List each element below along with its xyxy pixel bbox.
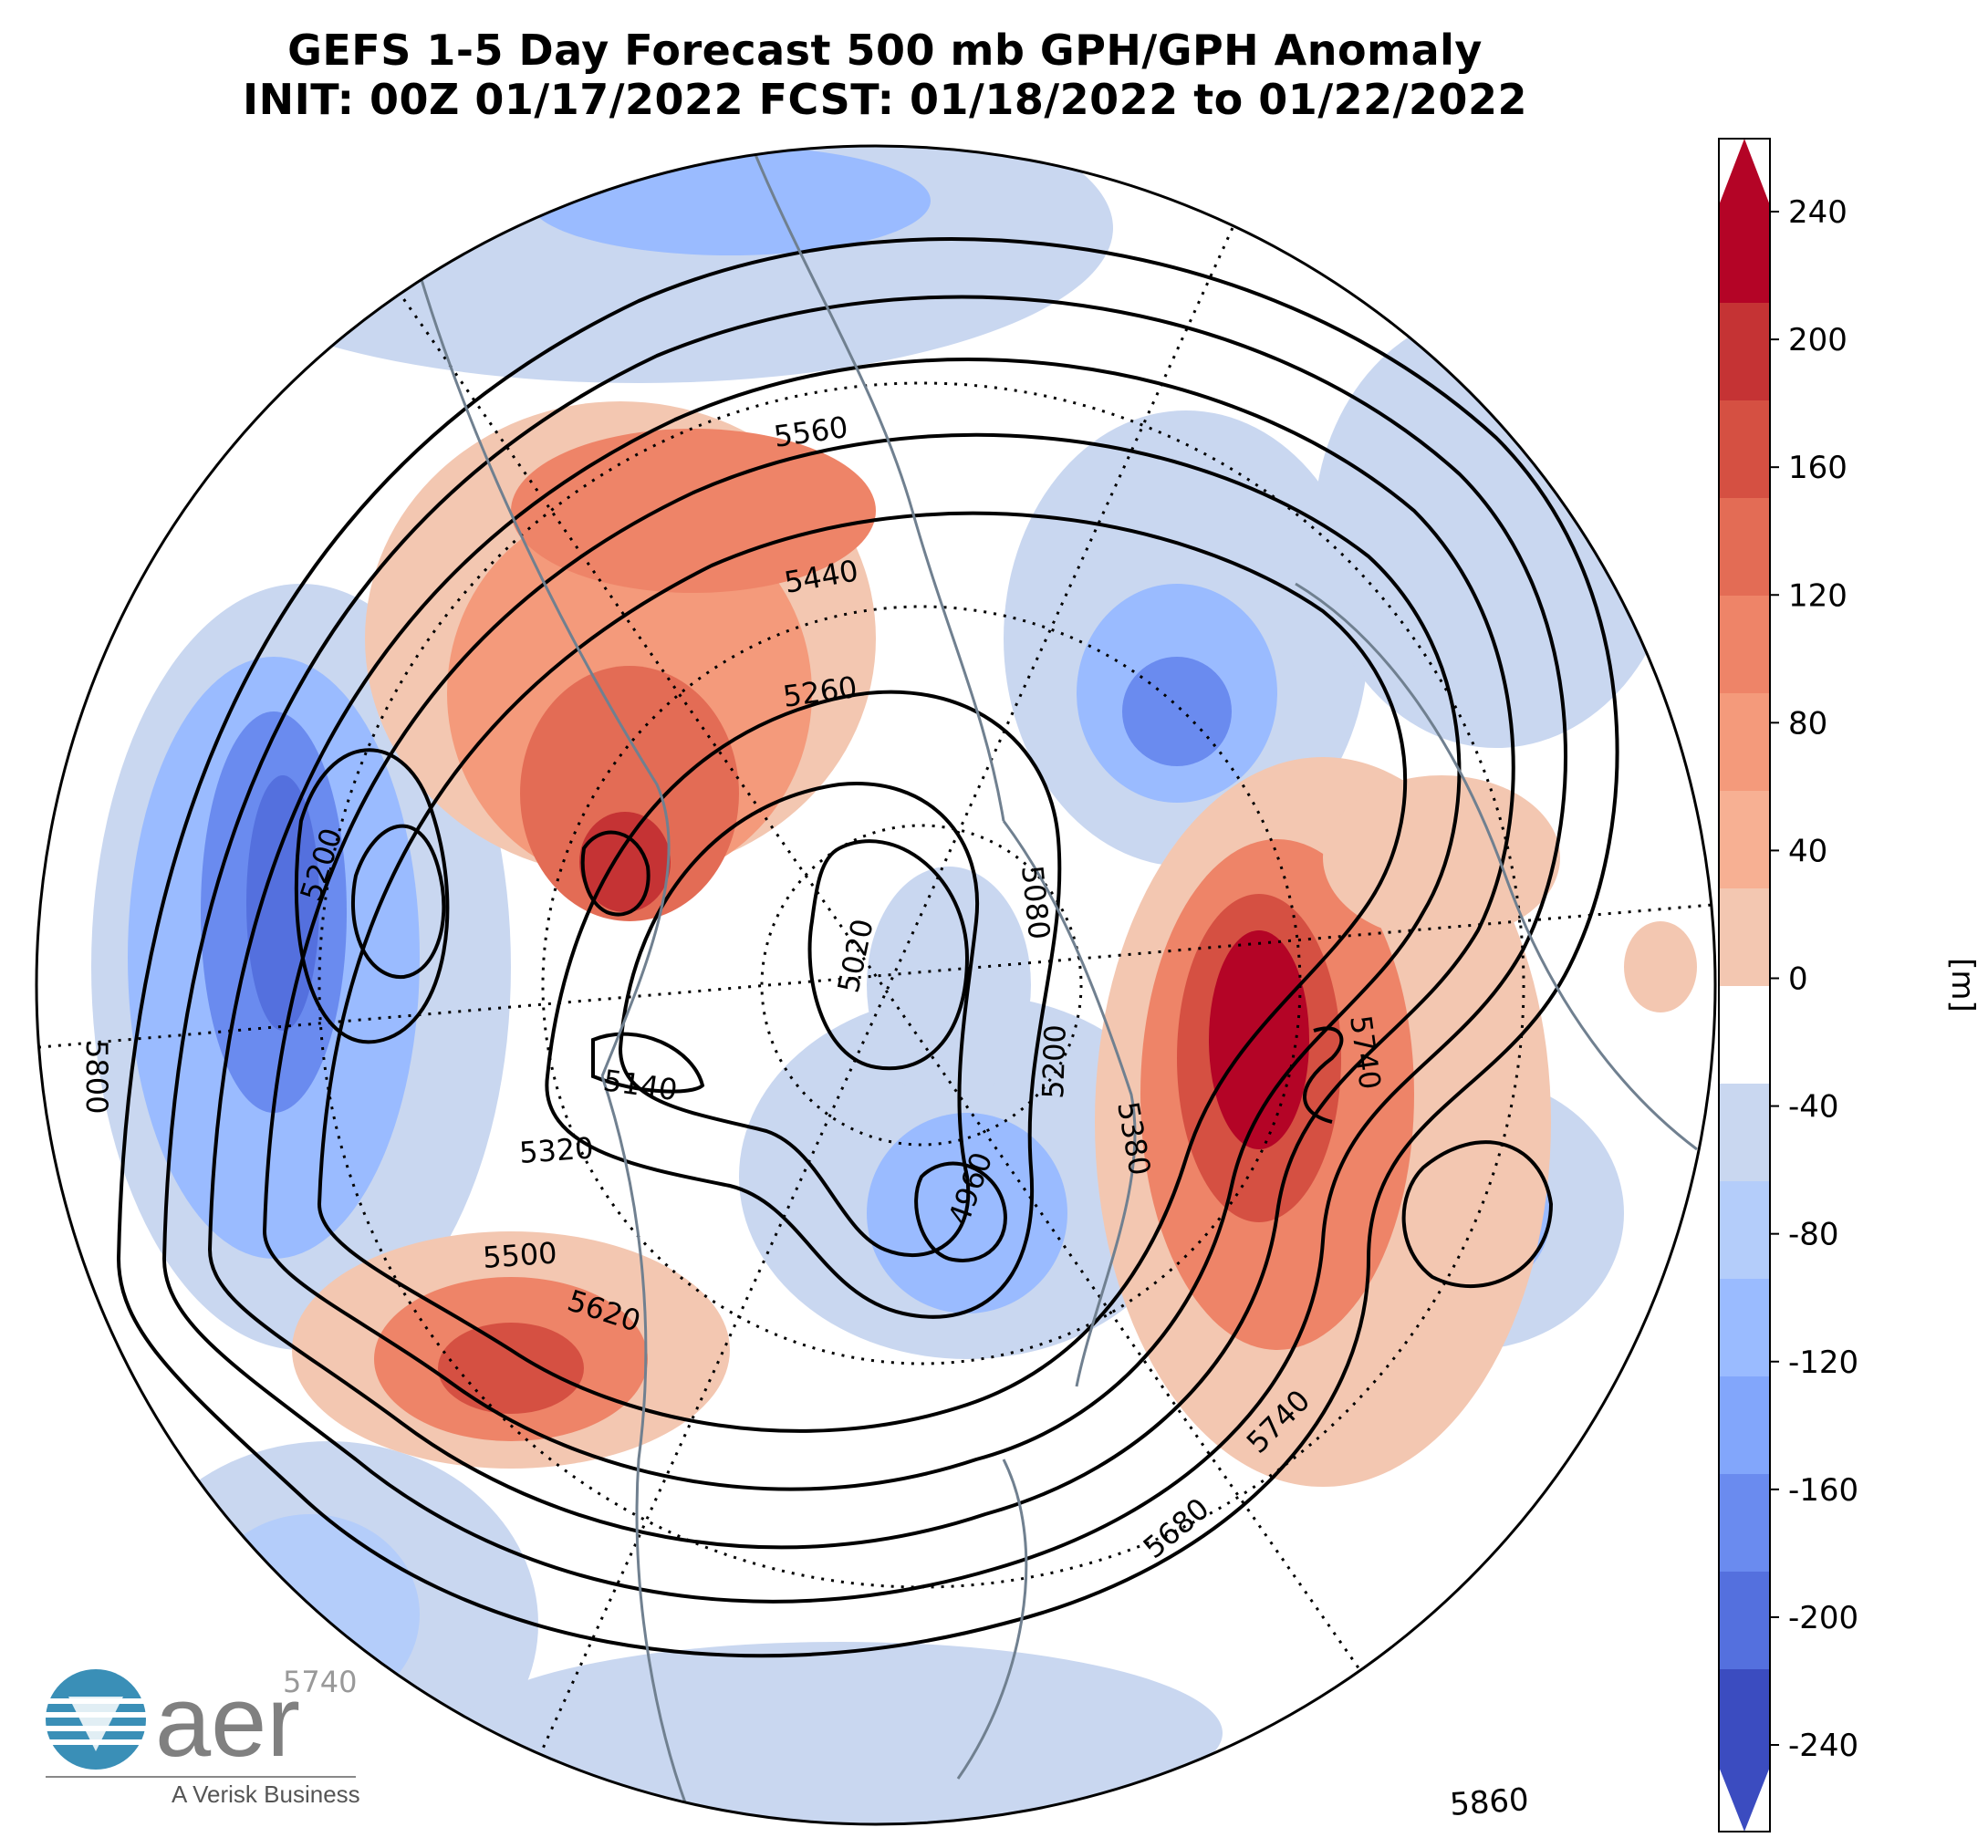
- colorbar-tick-label: 160: [1788, 450, 1847, 486]
- colorbar-tick-label: -120: [1788, 1344, 1858, 1381]
- colorbar-swatch: [1719, 1572, 1770, 1670]
- colorbar-tick-label: -160: [1788, 1472, 1858, 1509]
- map-subtitle: INIT: 00Z 01/17/2022 FCST: 01/18/2022 to…: [243, 75, 1527, 124]
- contour-label: 5500: [482, 1235, 558, 1275]
- logo-tagline: A Verisk Business: [172, 1781, 360, 1808]
- colorbar-min-arrow: [1719, 1767, 1770, 1832]
- contour-label: 5740: [283, 1665, 357, 1699]
- colorbar-tick-label: -80: [1788, 1217, 1839, 1253]
- colorbar-tick-label: 120: [1788, 577, 1847, 614]
- colorbar-swatches: [1719, 205, 1770, 1768]
- colorbar-tick-label: 240: [1788, 194, 1847, 231]
- colorbar-swatch: [1719, 596, 1770, 694]
- colorbar-ticks: 240 200 160 120 80 40 0 -40 -80 -120 -160 -200 -240: [1770, 194, 1858, 1764]
- colorbar-tick-label: 80: [1788, 705, 1827, 742]
- aer-logo: aer: [46, 1666, 356, 1778]
- colorbar-swatch: [1719, 1474, 1770, 1573]
- colorbar-swatch: [1719, 1376, 1770, 1475]
- colorbar-swatch: [1719, 498, 1770, 597]
- colorbar-swatch: [1719, 1669, 1770, 1768]
- contour-label: 5200: [1036, 1024, 1073, 1100]
- colorbar-frame: [1718, 138, 1771, 1832]
- colorbar-swatch: [1719, 1279, 1770, 1377]
- colorbar-swatch: [1719, 888, 1770, 987]
- colorbar-tick-label: -200: [1788, 1600, 1858, 1636]
- contour-label: 5080: [1015, 864, 1056, 941]
- colorbar-swatch: [1719, 1181, 1770, 1280]
- colorbar-swatch: [1719, 205, 1770, 304]
- colorbar-swatch: [1719, 791, 1770, 889]
- colorbar-unit: [m]: [1944, 958, 1981, 1012]
- logo-brand: aer: [155, 1666, 300, 1778]
- map-boundary: [35, 144, 1717, 1826]
- colorbar-swatch: [1719, 1084, 1770, 1182]
- colorbar-tick-label: -240: [1788, 1728, 1858, 1764]
- colorbar-tick-label: -40: [1788, 1089, 1839, 1126]
- colorbar-tick-label: 0: [1788, 961, 1808, 998]
- colorbar-tick-label: 40: [1788, 833, 1827, 869]
- colorbar-swatch: [1719, 303, 1770, 401]
- contour-label: 5800: [79, 1040, 114, 1114]
- colorbar-swatch: [1719, 400, 1770, 499]
- contour-label: 5860: [1449, 1781, 1530, 1823]
- colorbar-max-arrow: [1719, 139, 1770, 205]
- colorbar-tick-label: 200: [1788, 322, 1847, 358]
- colorbar-swatch: [1719, 693, 1770, 792]
- map-title: GEFS 1-5 Day Forecast 500 mb GPH/GPH Ano…: [287, 26, 1483, 75]
- contour-label: 5320: [518, 1130, 595, 1170]
- colorbar-swatch: [1719, 986, 1770, 1085]
